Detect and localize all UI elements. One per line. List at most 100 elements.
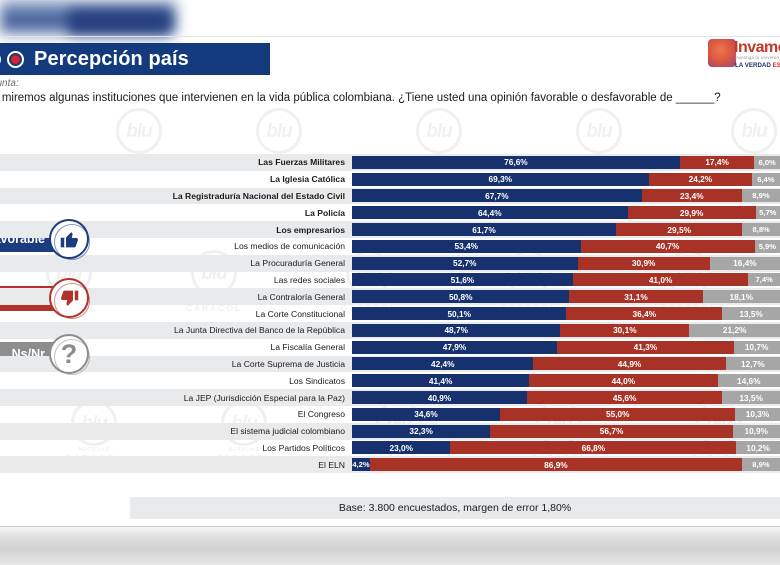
bar-segment-nsnr: 10,7% bbox=[733, 340, 780, 354]
bar-segment-favorable: 48,7% bbox=[352, 323, 561, 337]
footer-left-spacer bbox=[0, 497, 130, 519]
bar-segment-favorable: 53,4% bbox=[352, 239, 581, 253]
question-text: ora miremos algunas instituciones que in… bbox=[0, 92, 721, 104]
chart-bar-track: 32,3% 56,7% 10,9% bbox=[352, 424, 780, 438]
bar-segment-desfavorable: 55,0% bbox=[500, 407, 736, 421]
bar-segment-nsnr: 8,9% bbox=[741, 189, 780, 203]
bar-segment-desfavorable: 30,9% bbox=[577, 256, 710, 270]
circle-red-dot-icon bbox=[7, 50, 24, 68]
chart-bar-track: 23,0% 66,8% 10,2% bbox=[352, 441, 780, 455]
chart-row-label: La Junta Directiva del Banco de la Repúb… bbox=[173, 325, 345, 336]
chart-row-label: La Procuraduría General bbox=[250, 258, 345, 269]
chart-bar-track: 41,4% 44,0% 14,6% bbox=[352, 374, 780, 388]
bar-segment-nsnr: 16,4% bbox=[709, 256, 780, 270]
bar-segment-favorable: 64,4% bbox=[352, 206, 628, 220]
bar-segment-desfavorable: 17,4% bbox=[679, 155, 755, 169]
bar-segment-desfavorable: 23,4% bbox=[641, 189, 742, 203]
bar-segment-desfavorable: 41,3% bbox=[557, 340, 734, 354]
chart-row: La JEP (Jurisdicción Especial para la Pa… bbox=[0, 389, 780, 406]
bar-segment-nsnr: 18,1% bbox=[702, 290, 780, 304]
bar-segment-favorable: 42,4% bbox=[352, 357, 534, 371]
chart-row: La Contraloría General 50,8% 31,1% 18,1% bbox=[0, 288, 780, 305]
chart-row-label: La Corte Constitucional bbox=[255, 308, 345, 319]
bar-segment-favorable: 50,8% bbox=[352, 290, 570, 304]
chart-row: La Fiscalía General 47,9% 41,3% 10,7% bbox=[130, 339, 780, 356]
chart-row-label: El ELN bbox=[318, 459, 345, 470]
tagline-highlight: ES NUESTRO NORTE bbox=[772, 62, 780, 69]
chart-row-label: Los Sindicatos bbox=[289, 375, 345, 386]
bar-segment-favorable: 76,6% bbox=[352, 155, 680, 169]
chart-bar-track: 34,6% 55,0% 10,3% bbox=[352, 407, 780, 421]
chart-row-label: La Contraloría General bbox=[257, 291, 345, 302]
bar-segment-nsnr: 13,5% bbox=[722, 307, 780, 321]
bar-segment-desfavorable: 44,0% bbox=[529, 374, 718, 388]
bar-segment-favorable: 41,4% bbox=[352, 374, 530, 388]
bar-segment-nsnr: 13,5% bbox=[722, 391, 780, 405]
bar-segment-favorable: 47,9% bbox=[352, 340, 557, 354]
bar-segment-desfavorable: 31,1% bbox=[569, 290, 703, 304]
bar-segment-desfavorable: 66,8% bbox=[450, 441, 737, 455]
chart-row: La Policía 64,4% 29,9% 5,7% bbox=[130, 204, 780, 221]
bar-segment-nsnr: 12,7% bbox=[725, 357, 780, 371]
bar-segment-desfavorable: 44,9% bbox=[533, 357, 726, 371]
bar-segment-desfavorable: 41,0% bbox=[572, 273, 749, 287]
chart-row: Las Fuerzas Militares 76,6% 17,4% 6,0% bbox=[0, 154, 780, 171]
chart-bar-track: 67,7% 23,4% 8,9% bbox=[352, 189, 780, 203]
thumbs-up-icon bbox=[49, 219, 90, 260]
chart-row-label: La JEP (Jurisdicción Especial para la Pa… bbox=[183, 392, 345, 403]
chart-row-label: Los Partidos Políticos bbox=[262, 442, 345, 453]
chart-row: Las redes sociales 51,6% 41,0% 7,4% bbox=[130, 272, 780, 289]
question-mark-icon: ? bbox=[49, 334, 90, 375]
chart-row-label: Los medios de comunicación bbox=[234, 241, 345, 252]
chart-bar-track: 69,3% 24,2% 6,4% bbox=[352, 172, 780, 186]
stacked-bar-chart: Las Fuerzas Militares 76,6% 17,4% 6,0% La Ig… bbox=[0, 154, 780, 473]
chart-row-label: La Iglesia Católica bbox=[270, 174, 345, 185]
chart-row: El ELN 4,2% 86,9% 8,9% bbox=[0, 456, 780, 473]
chart-row: La Procuraduría General 52,7% 30,9% 16,4% bbox=[0, 254, 780, 272]
chart-row: La Corte Constitucional 50,1% 36,4% 13,5% bbox=[130, 305, 780, 322]
chart-row-label: Las Fuerzas Militares bbox=[258, 157, 345, 168]
invamer-tagline-1: investiga tu universo bbox=[735, 55, 779, 60]
bar-segment-favorable: 69,3% bbox=[352, 172, 649, 186]
bar-segment-nsnr: 5,9% bbox=[754, 239, 780, 253]
footer-divider bbox=[0, 526, 780, 527]
chart-bar-track: 61,7% 29,5% 8,8% bbox=[352, 223, 780, 237]
chart-row: El sistema judicial colombiano 32,3% 56,7%… bbox=[0, 422, 780, 440]
chart-row: Los empresarios 61,7% 29,5% 8,8% bbox=[0, 221, 780, 238]
chart-row: La Junta Directiva del Banco de la Repúb… bbox=[0, 321, 780, 339]
bar-segment-desfavorable: 45,6% bbox=[527, 391, 723, 405]
circle-outline-icon bbox=[0, 51, 1, 67]
bar-segment-favorable: 34,6% bbox=[352, 407, 501, 421]
slide-title-bar: Percepción país bbox=[0, 43, 270, 75]
chart-bar-track: 40,9% 45,6% 13,5% bbox=[352, 391, 780, 405]
base-note: Base: 3.800 encuestados, margen de error… bbox=[338, 502, 572, 514]
bar-segment-nsnr: 21,2% bbox=[689, 323, 780, 337]
chart-bar-track: 64,4% 29,9% 5,7% bbox=[352, 206, 780, 220]
invamer-logo-mark-icon bbox=[708, 39, 736, 67]
blurred-lower-third bbox=[0, 527, 780, 565]
chart-bar-track: 42,4% 44,9% 12,7% bbox=[352, 357, 780, 371]
invamer-logo: Invamer investiga tu universo LA VERDAD … bbox=[708, 38, 780, 72]
chart-row-label: Los empresarios bbox=[276, 224, 345, 235]
chart-row: Los medios de comunicación 53,4% 40,7% 5,9% bbox=[130, 238, 780, 255]
bar-segment-nsnr: 6,0% bbox=[754, 155, 780, 169]
footer-band: Base: 3.800 encuestados, margen de error… bbox=[130, 497, 780, 519]
chart-bar-track: 50,1% 36,4% 13,5% bbox=[352, 307, 780, 321]
bar-segment-nsnr: 8,9% bbox=[741, 458, 780, 472]
bar-segment-favorable: 23,0% bbox=[352, 441, 451, 455]
bar-segment-favorable: 61,7% bbox=[352, 223, 617, 237]
bar-segment-favorable: 50,1% bbox=[352, 307, 567, 321]
bar-segment-nsnr: 5,7% bbox=[755, 206, 780, 220]
invamer-logo-wordmark: Invamer bbox=[734, 39, 780, 56]
thumbs-down-icon bbox=[49, 278, 90, 319]
chart-bar-track: 4,2% 86,9% 8,9% bbox=[352, 458, 780, 472]
chart-bar-track: 53,4% 40,7% 5,9% bbox=[352, 239, 780, 253]
tagline-strong: LA VERDAD bbox=[735, 62, 773, 69]
bar-segment-nsnr: 7,4% bbox=[748, 273, 780, 287]
bar-segment-desfavorable: 86,9% bbox=[369, 458, 742, 472]
chart-row: La Iglesia Católica 69,3% 24,2% 6,4% bbox=[130, 171, 780, 188]
bar-segment-desfavorable: 36,4% bbox=[566, 307, 723, 321]
chart-row-label: La Fiscalía General bbox=[270, 342, 345, 353]
bar-segment-nsnr: 6,4% bbox=[752, 172, 780, 186]
